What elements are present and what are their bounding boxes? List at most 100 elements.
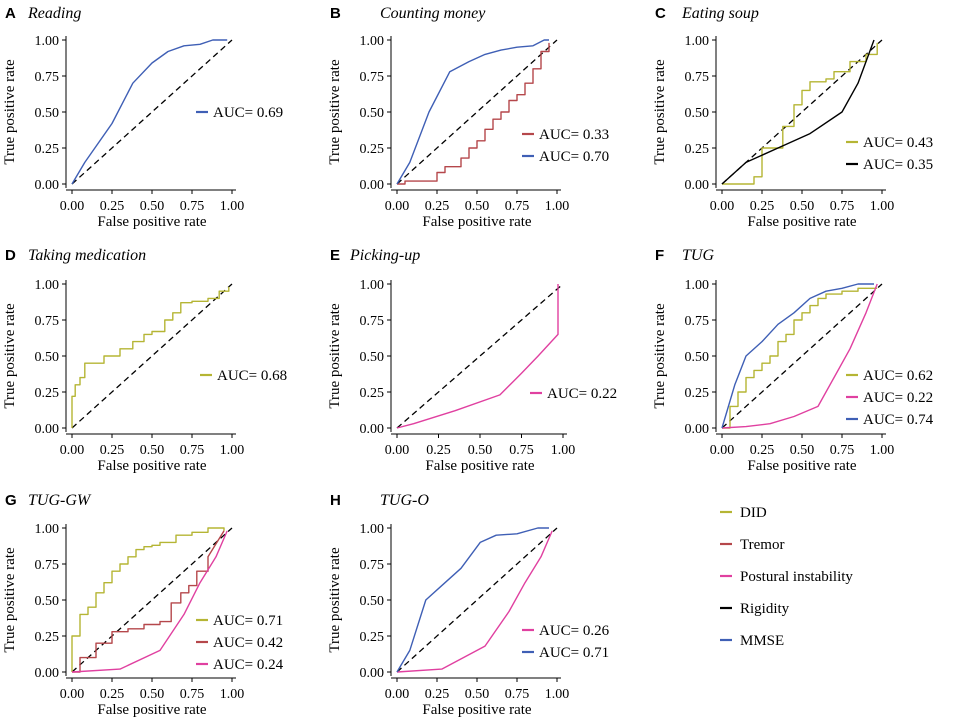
panel-h-x-tick-label: 0.50: [465, 687, 490, 702]
panel-h-curve-mmse: [396, 527, 549, 673]
panel-h-auc-label-mmse: AUC= 0.71: [539, 645, 609, 661]
panel-c-auc-label-did: AUC= 0.43: [863, 135, 933, 151]
panel-b-x-tick-label: 0.75: [505, 199, 530, 214]
panel-g-reference-diagonal: [71, 527, 233, 673]
panel-h: H TUG-O 0.000.00 0.25 0.25 0.50 0.50 0.75 0.75 1.…: [327, 492, 610, 718]
panel-d-x-tick-label: 1.00: [220, 443, 245, 458]
panel-f-y-tick-label: 0.00: [685, 422, 710, 437]
panel-a-x-tick-label: 1.00: [220, 199, 245, 214]
panel-g-y-tick-label: 1.00: [35, 522, 60, 537]
legend-label-did: DID: [740, 505, 767, 521]
panel-d-x-tick-label: 0.75: [180, 443, 205, 458]
panel-b-curve-tremor: [397, 42, 550, 185]
panel-a-y-tick-label: 0.50: [35, 106, 60, 121]
panel-d: D Taking medication 0.000.00 0.25 0.25 0.50 0.…: [2, 247, 287, 474]
panel-f-ylabel: True positive rate: [652, 303, 668, 409]
panel-f-y-tick-label: 1.00: [685, 278, 710, 293]
panel-d-auc-label-did: AUC= 0.68: [217, 368, 287, 384]
panel-c-xlabel: False positive rate: [747, 214, 856, 230]
panel-d-reference-diagonal: [71, 283, 233, 429]
panel-g-x-tick-label: 0.50: [140, 687, 165, 702]
panel-d-curve-did: [71, 286, 230, 428]
panel-b-y-tick-label: 0.00: [360, 178, 385, 193]
panel-h-y-tick-label: 0.50: [360, 594, 385, 609]
panel-g-title: TUG-GW: [28, 492, 92, 509]
panel-f-curve-did: [722, 287, 878, 429]
panel-g-y-tick-label: 0.50: [35, 594, 60, 609]
panel-e-y-tick-label: 0.50: [360, 350, 385, 365]
panel-a-title: Reading: [27, 5, 81, 22]
panel-f-x-tick-label: 0.25: [750, 443, 775, 458]
panel-e-reference-diagonal: [396, 283, 564, 429]
panel-f-x-tick-label: 0.50: [790, 443, 815, 458]
panel-c-y-tick-label: 0.00: [685, 178, 710, 193]
panel-h-y-tick-label: 0.00: [360, 666, 385, 681]
panel-d-y-tick-label: 1.00: [35, 278, 60, 293]
panel-d-x-tick-label: 0.50: [140, 443, 165, 458]
panel-h-reference-diagonal: [396, 527, 558, 673]
panel-c-x-tick-label: 0.00: [710, 199, 735, 214]
panel-c-curve-rigidity: [721, 39, 875, 185]
panel-g-curve-postural-instability: [71, 530, 228, 673]
panel-c-reference-diagonal: [721, 39, 883, 185]
panel-c-y-tick-label: 1.00: [685, 34, 710, 49]
panel-f-title: TUG: [682, 247, 714, 264]
panel-g-y-tick-label: 0.75: [35, 558, 60, 573]
panel-c-curve-did: [722, 42, 878, 185]
panel-a-x-tick-label: 0.50: [140, 199, 165, 214]
panel-f-curve-postural-instability: [721, 283, 878, 429]
panel-e-x-tick-label: 0.00: [385, 443, 410, 458]
panel-f-y-tick-label: 0.25: [685, 386, 710, 401]
panel-h-x-tick-label: 1.00: [545, 687, 570, 702]
panel-c-x-tick-label: 0.75: [830, 199, 855, 214]
panel-g-x-tick-label: 0.75: [180, 687, 205, 702]
panel-d-y-tick-label: 0.25: [35, 386, 60, 401]
panel-e-y-tick-label: 0.00: [360, 422, 385, 437]
panel-c-x-tick-label: 0.50: [790, 199, 815, 214]
panel-e-title: Picking-up: [349, 247, 420, 264]
panel-f-x-tick-label: 0.00: [710, 443, 735, 458]
panel-f-reference-diagonal: [721, 283, 883, 429]
panel-b-y-tick-label: 1.00: [360, 34, 385, 49]
panel-f-letter: F: [655, 247, 664, 264]
panel-e: E Picking-up 0.000.00 0.25 0.25 0.50 0.50 0.75 0…: [327, 247, 617, 474]
panel-b-x-tick-label: 0.25: [425, 199, 450, 214]
legend-label-mmse: MMSE: [740, 633, 784, 649]
panel-d-x-tick-label: 0.25: [100, 443, 125, 458]
panel-d-y-tick-label: 0.00: [35, 422, 60, 437]
panel-d-ylabel: True positive rate: [2, 303, 18, 409]
panel-h-x-tick-label: 0.25: [425, 687, 450, 702]
panel-d-xlabel: False positive rate: [97, 458, 206, 474]
panel-g: G TUG-GW 0.000.00 0.25 0.25 0.50 0.50 0.75 0.75 1…: [2, 492, 284, 718]
panel-e-x-tick-label: 0.25: [426, 443, 451, 458]
panel-f-auc-label-postural-instability: AUC= 0.22: [863, 390, 933, 406]
legend-label-postural-instability: Postural instability: [740, 569, 853, 585]
panel-d-y-tick-label: 0.50: [35, 350, 60, 365]
legend-label-tremor: Tremor: [740, 537, 784, 553]
panel-a-x-tick-label: 0.25: [100, 199, 125, 214]
panel-e-y-tick-label: 0.75: [360, 314, 385, 329]
panel-b-auc-label-mmse: AUC= 0.70: [539, 149, 609, 165]
panel-g-auc-label-did: AUC= 0.71: [213, 613, 283, 629]
panel-b-letter: B: [330, 5, 341, 22]
panel-e-letter: E: [330, 247, 340, 264]
panel-a-y-tick-label: 0.00: [35, 178, 60, 193]
panel-f-x-tick-label: 1.00: [870, 443, 895, 458]
panel-d-title: Taking medication: [28, 247, 146, 264]
panel-c-ylabel: True positive rate: [652, 59, 668, 165]
panel-d-letter: D: [5, 247, 16, 264]
panel-g-xlabel: False positive rate: [97, 702, 206, 718]
panel-g-curve-tremor: [72, 530, 225, 673]
panel-h-y-tick-label: 0.75: [360, 558, 385, 573]
panel-b-x-tick-label: 1.00: [545, 199, 570, 214]
panel-h-xlabel: False positive rate: [422, 702, 531, 718]
panel-e-y-tick-label: 0.25: [360, 386, 385, 401]
panel-c-letter: C: [655, 5, 666, 22]
panel-g-auc-label-postural-instability: AUC= 0.24: [213, 657, 284, 673]
panel-c-y-tick-label: 0.75: [685, 70, 710, 85]
panel-c-y-tick-label: 0.50: [685, 106, 710, 121]
panel-e-x-tick-label: 0.75: [509, 443, 534, 458]
panel-c-x-tick-label: 1.00: [870, 199, 895, 214]
panel-g-y-tick-label: 0.00: [35, 666, 60, 681]
